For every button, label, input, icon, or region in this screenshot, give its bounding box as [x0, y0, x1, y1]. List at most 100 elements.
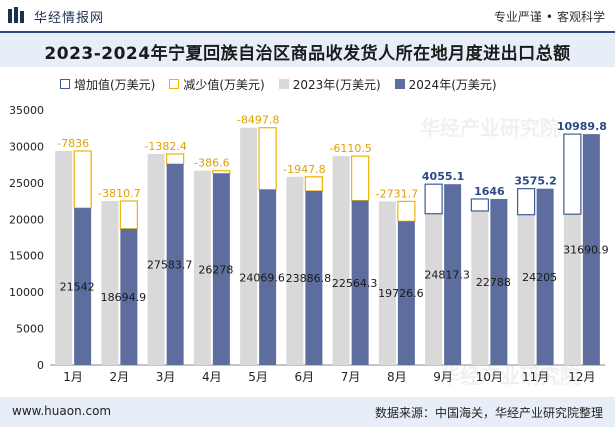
bar-2024 — [120, 228, 138, 365]
decrease-box — [351, 155, 370, 202]
bar-2024 — [444, 184, 462, 365]
increase-box — [563, 133, 582, 215]
bar-2023 — [286, 176, 304, 365]
bar-2023 — [147, 153, 165, 365]
x-tick-label: 2月 — [110, 370, 130, 384]
change-label: -7836 — [57, 137, 89, 150]
x-tick-label: 3月 — [156, 370, 176, 384]
x-tick-label: 12月 — [568, 370, 595, 384]
y-tick-label: 20000 — [9, 213, 44, 226]
y-tick-label: 35000 — [9, 104, 44, 117]
bar-2023 — [193, 170, 211, 365]
chart-title: 2023-2024年宁夏回族自治区商品收发货人所在地月度进出口总额 — [44, 44, 571, 64]
value-label-2024: 18694.9 — [101, 291, 147, 304]
x-tick-label: 1月 — [63, 370, 83, 384]
bar-2023 — [471, 210, 489, 365]
footer-source: 数据来源：中国海关，华经产业研究院整理 — [374, 406, 603, 420]
change-label: 4055.1 — [422, 170, 464, 183]
top-bar: 华经情报网 专业严谨 • 客观科学 — [0, 0, 615, 30]
change-label: -386.6 — [194, 157, 229, 170]
legend-2023-label: 2023年(万美元) — [292, 77, 381, 92]
value-label-2024: 31690.9 — [563, 244, 609, 257]
value-label-2024: 24817.3 — [424, 269, 470, 282]
y-tick-label: 30000 — [9, 140, 44, 153]
x-tick-label: 7月 — [341, 370, 361, 384]
bar-2023 — [101, 201, 119, 365]
decrease-box — [119, 200, 138, 230]
legend-2024-swatch — [394, 79, 405, 89]
value-label-2024: 26278 — [198, 263, 233, 276]
x-tick-label: 9月 — [433, 370, 453, 384]
bar-2024 — [490, 198, 508, 365]
increase-box — [470, 198, 489, 212]
bar-2023 — [517, 214, 535, 365]
value-label-2024: 21542 — [60, 281, 95, 294]
decrease-box — [73, 150, 92, 209]
change-label: -2731.7 — [376, 187, 418, 200]
legend-increase-label: 增加值(万美元) — [74, 77, 156, 92]
change-label: 3575.2 — [514, 175, 556, 188]
bar-2024 — [397, 221, 415, 365]
increase-box — [517, 188, 536, 216]
bar-2024 — [259, 189, 277, 365]
bar-2023 — [55, 150, 73, 365]
watermark-bottom: 华经产业研究院 — [440, 364, 580, 388]
legend-increase: 增加值(万美元) — [60, 76, 155, 93]
decrease-box — [304, 176, 323, 192]
legend-2024: 2024年(万美元) — [394, 76, 497, 93]
bar-2023 — [425, 213, 443, 365]
bar-2024 — [536, 188, 554, 365]
value-label-2024: 24205 — [522, 271, 557, 284]
value-label-2024: 24069.6 — [239, 271, 285, 284]
tagline: 专业严谨 • 客观科学 — [494, 8, 605, 25]
chart-legend: 增加值(万美元) 减少值(万美元) 2023年(万美元) 2024年(万美元) — [60, 75, 511, 93]
value-label-2024: 27583.7 — [147, 259, 193, 272]
legend-decrease-swatch — [169, 79, 180, 89]
y-tick-label: 0 — [37, 359, 44, 372]
bar-2023 — [563, 214, 581, 365]
value-label-2024: 23886.8 — [286, 272, 332, 285]
value-label-2024: 22788 — [476, 276, 511, 289]
decrease-box — [258, 127, 277, 191]
bar-2024 — [351, 200, 369, 365]
footer-bar: www.huaon.com 数据来源：中国海关，华经产业研究院整理 — [0, 397, 615, 427]
x-tick-label: 10月 — [476, 370, 503, 384]
legend-decrease: 减少值(万美元) — [169, 76, 265, 93]
value-label-2024: 19726.6 — [378, 287, 424, 300]
change-label: -1382.4 — [144, 140, 186, 153]
change-label: 1646 — [474, 185, 505, 198]
change-label: -6110.5 — [329, 142, 371, 155]
bar-2024 — [166, 164, 184, 365]
x-tick-label: 11月 — [522, 370, 549, 384]
brand-name: 华经情报网 — [34, 11, 105, 26]
bar-2023 — [332, 156, 350, 365]
legend-2023: 2023年(万美元) — [278, 76, 381, 93]
decrease-box — [166, 153, 185, 165]
x-tick-label: 4月 — [202, 370, 222, 384]
bar-2023 — [240, 127, 258, 365]
x-tick-label: 8月 — [387, 370, 407, 384]
increase-box — [424, 183, 443, 215]
tag-professional: 专业严谨 — [493, 10, 542, 24]
decrease-box — [212, 170, 231, 175]
x-tick-label: 6月 — [295, 370, 315, 384]
legend-2023-swatch — [278, 79, 289, 89]
x-tick-label: 5月 — [248, 370, 268, 384]
y-tick-label: 15000 — [9, 250, 44, 263]
legend-increase-swatch — [60, 79, 70, 89]
chart-area: 0 5000 10000 15000 20000 25000 30000 35000 -7836… — [9, 104, 609, 384]
bar-2023 — [378, 201, 396, 365]
legend-decrease-label: 减少值(万美元) — [183, 77, 265, 92]
change-label: -1947.8 — [283, 163, 325, 176]
value-label-2024: 22564.3 — [332, 277, 378, 290]
title-bar: 2023-2024年宁夏回族自治区商品收发货人所在地月度进出口总额 — [0, 31, 615, 67]
y-tick-label: 25000 — [9, 177, 44, 190]
legend-2024-label: 2024年(万美元) — [408, 77, 497, 92]
bar-2024 — [582, 134, 600, 365]
watermark-top-right: 华经产业研究院 — [420, 116, 560, 140]
bar-2024 — [74, 208, 92, 365]
decrease-box — [397, 200, 416, 222]
separator-dot-icon: • — [545, 10, 553, 24]
footer-url: www.huaon.com — [12, 404, 112, 418]
y-tick-label: 5000 — [16, 323, 44, 336]
